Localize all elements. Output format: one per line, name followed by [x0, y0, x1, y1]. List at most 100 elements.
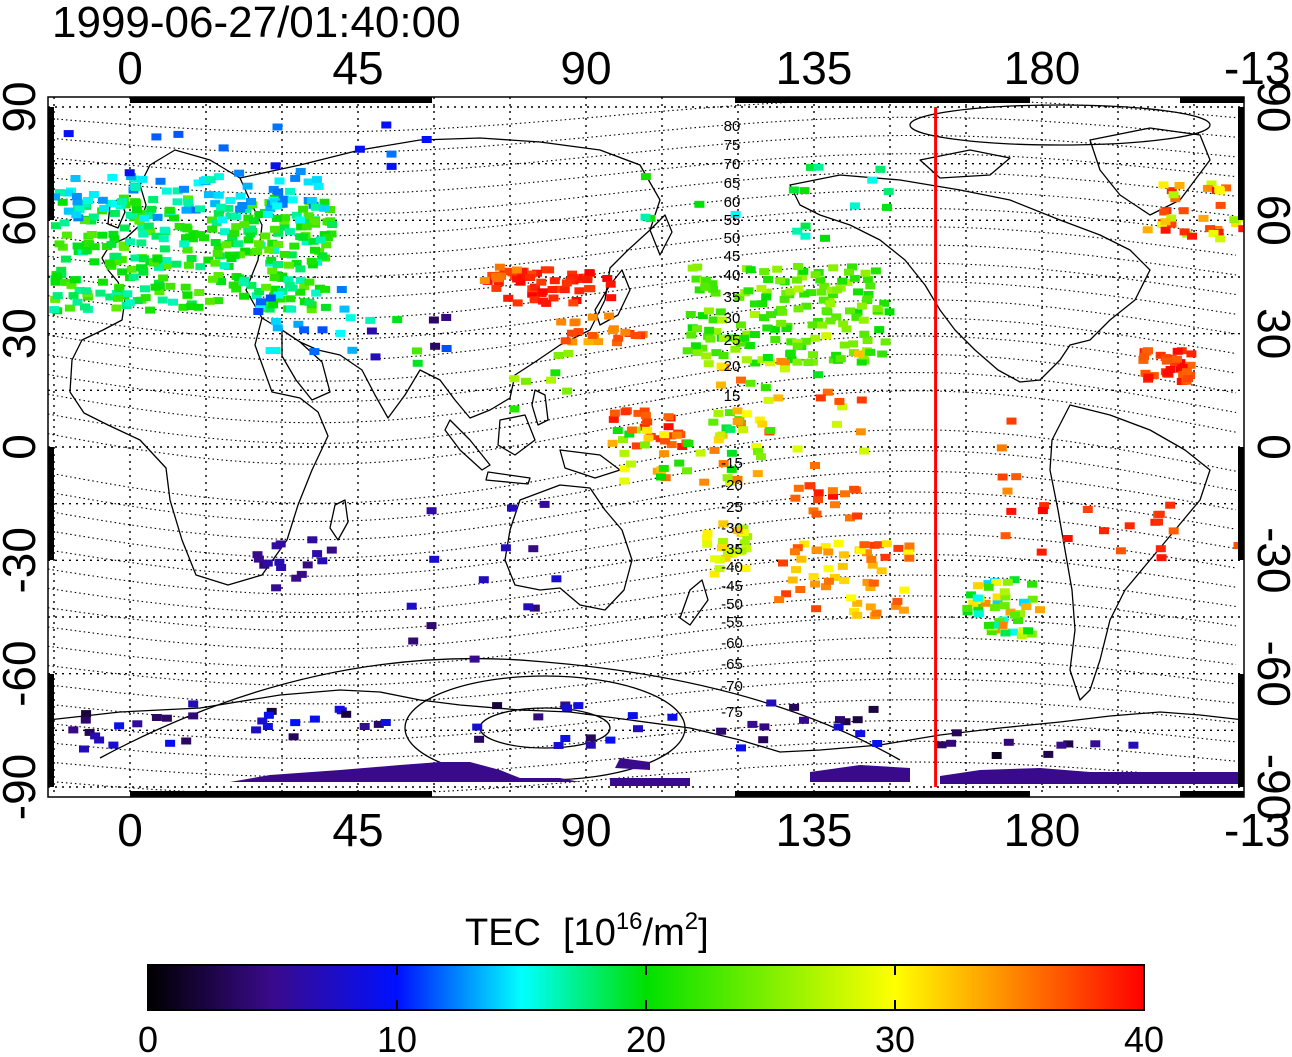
tec-cell [951, 729, 962, 737]
tec-cell [172, 198, 183, 206]
tec-cell [173, 130, 184, 138]
tec-cell [1141, 348, 1152, 356]
tec-cell [195, 205, 205, 213]
tec-cell [786, 356, 797, 364]
tec-cell [428, 316, 439, 324]
tec-cell [205, 176, 216, 184]
tec-cell [213, 210, 224, 217]
tec-cell [659, 450, 670, 458]
tec-cell [965, 591, 976, 599]
tec-cell [613, 334, 624, 342]
tec-cell [805, 482, 816, 490]
tec-cell [1155, 545, 1166, 553]
tec-cell [739, 334, 750, 342]
tec-cell [781, 590, 792, 598]
tec-cell [138, 255, 149, 263]
tec-cell [139, 210, 150, 218]
tec-cell [735, 321, 746, 329]
tec-cell [1021, 603, 1032, 611]
contour-label: 50 [724, 230, 741, 247]
contour-line [48, 280, 1237, 341]
contour-label: 20 [724, 358, 741, 375]
coast-philippines [531, 389, 549, 426]
tec-cell [738, 529, 749, 537]
contour-label: 35 [724, 289, 741, 306]
tec-cell [813, 163, 824, 171]
tec-cell [125, 238, 135, 246]
tec-cell [642, 426, 653, 434]
tec-cell [72, 198, 83, 206]
coast-madagascar [329, 499, 349, 541]
tec-cell [266, 707, 277, 715]
tec-cell [299, 283, 310, 291]
tec-cell [640, 173, 651, 181]
tec-cell [97, 278, 108, 286]
tec-cell [695, 449, 706, 457]
tec-cell [1007, 628, 1018, 636]
tec-cell [584, 269, 595, 277]
tec-cell [283, 276, 294, 284]
colorbar-tick-label: 0 [138, 1019, 158, 1057]
tec-cell [813, 496, 823, 504]
tec-cell [563, 349, 574, 357]
tec-cell [158, 274, 169, 282]
frame-segment [48, 447, 54, 560]
tec-cell [64, 304, 75, 312]
tec-cell [1208, 229, 1219, 237]
tec-cell [582, 276, 593, 284]
tec-cell [86, 231, 97, 238]
tec-cell [290, 174, 301, 182]
tec-cell [319, 204, 330, 212]
tec-cell [152, 255, 163, 263]
tec-cell [812, 318, 823, 325]
tec-cell [126, 265, 137, 273]
tec-cell [267, 267, 278, 275]
tec-cell [216, 203, 227, 211]
tec-cell [171, 260, 182, 268]
tec-cell [791, 566, 801, 574]
tec-cell [825, 317, 836, 325]
tec-cell [738, 426, 749, 434]
tec-cell [765, 359, 775, 367]
tec-cell [1006, 417, 1017, 425]
tec-cell [831, 286, 842, 294]
contour-line [48, 390, 1237, 465]
tec-cell [865, 348, 876, 356]
tec-cell [57, 198, 68, 206]
tec-cell [813, 371, 823, 379]
tec-cell [265, 294, 276, 302]
coast-borneo [497, 414, 536, 456]
tec-cell [169, 214, 179, 222]
tec-cell [708, 316, 719, 324]
coast-newzealand [679, 579, 709, 626]
tec-cell [104, 259, 115, 267]
tec-cell [904, 542, 915, 550]
tec-cell [714, 565, 725, 573]
tec-cell [1011, 473, 1022, 481]
tec-cell [347, 346, 358, 354]
tec-cell [310, 246, 320, 254]
tec-cell [697, 344, 708, 352]
tec-cell [130, 198, 141, 206]
tec-cell [566, 329, 577, 337]
tec-cell [744, 342, 755, 349]
tec-cell [132, 297, 143, 305]
tec-cell [474, 735, 485, 743]
tec-cell [1166, 187, 1177, 195]
tec-cell [354, 145, 365, 153]
tec-cell [345, 314, 356, 322]
contour-line [48, 429, 1237, 504]
tec-cell [68, 292, 79, 300]
tec-cell [830, 501, 840, 509]
tec-cell [856, 358, 867, 366]
tec-cell [50, 193, 60, 201]
tec-cell [715, 308, 726, 316]
tec-cell [604, 312, 615, 320]
tec-cell [168, 298, 178, 306]
tec-cell [730, 345, 741, 353]
tec-cell [683, 440, 694, 447]
tec-cell [94, 736, 105, 744]
tec-cell [532, 269, 542, 277]
tec-cell [792, 544, 803, 552]
coast-antarctica [48, 689, 1244, 753]
